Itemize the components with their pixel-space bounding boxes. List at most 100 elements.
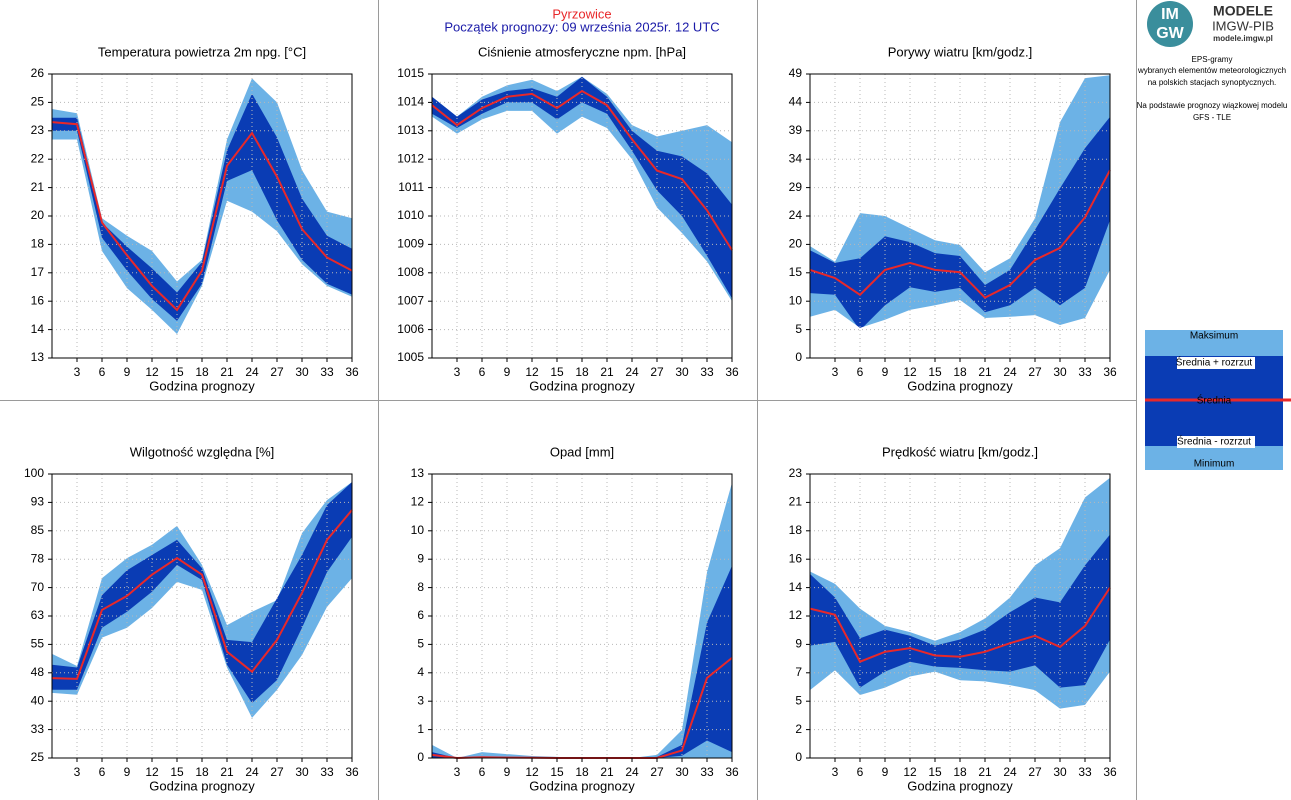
- x-tick-label: 36: [1103, 365, 1117, 379]
- y-tick-label: 20: [789, 237, 803, 251]
- y-tick-label: 13: [411, 466, 425, 480]
- y-tick-label: 18: [789, 523, 803, 537]
- y-tick-label: 9: [417, 551, 424, 565]
- mean-line: [51, 509, 353, 680]
- x-tick-label: 21: [220, 365, 234, 379]
- info-line: GFS - TLE: [1193, 113, 1231, 122]
- y-tick-label: 24: [789, 208, 803, 222]
- x-tick-label: 30: [1053, 365, 1067, 379]
- chart-panel: Temperatura powietrza 2m npg. [°C] 13 14 16…: [31, 44, 359, 393]
- y-tick-label: 5: [795, 693, 802, 707]
- mean-line: [431, 89, 733, 251]
- logo-org: IMGW-PIB: [1212, 18, 1274, 33]
- logo: IM GW MODELE IMGW-PIB modele.imgw.pl: [1147, 1, 1274, 47]
- x-tick-label: 15: [170, 765, 184, 779]
- y-tick-label: 33: [31, 722, 45, 736]
- chart-title: Opad [mm]: [550, 444, 614, 459]
- x-axis-label: Godzina prognozy: [149, 778, 255, 793]
- x-tick-label: 33: [1078, 365, 1092, 379]
- logo-mark: IM: [1161, 6, 1179, 23]
- y-tick-label: 29: [789, 180, 803, 194]
- x-tick-label: 6: [857, 365, 864, 379]
- x-tick-label: 36: [725, 365, 739, 379]
- x-tick-label: 36: [725, 765, 739, 779]
- mean-line: [809, 169, 1111, 299]
- x-tick-label: 27: [1028, 365, 1042, 379]
- y-tick-label: 6: [417, 608, 424, 622]
- x-tick-label: 27: [270, 765, 284, 779]
- x-tick-label: 9: [882, 765, 889, 779]
- x-tick-label: 9: [504, 365, 511, 379]
- y-tick-label: 13: [31, 350, 45, 364]
- x-tick-label: 21: [220, 765, 234, 779]
- y-tick-label: 0: [795, 750, 802, 764]
- y-tick-label: 49: [789, 66, 803, 80]
- x-tick-label: 9: [882, 365, 889, 379]
- y-tick-label: 12: [411, 495, 425, 509]
- x-tick-label: 18: [953, 765, 967, 779]
- x-tick-label: 33: [700, 765, 714, 779]
- y-tick-label: 0: [417, 750, 424, 764]
- x-tick-label: 3: [832, 365, 839, 379]
- x-tick-label: 24: [1003, 365, 1017, 379]
- y-tick-label: 40: [31, 693, 45, 707]
- chart-title: Ciśnienie atmosferyczne npm. [hPa]: [478, 44, 686, 59]
- y-tick-label: 1012: [397, 151, 424, 165]
- x-tick-label: 24: [245, 765, 259, 779]
- x-tick-label: 3: [454, 365, 461, 379]
- forecast-start: Początek prognozy: 09 września 2025r. 12…: [444, 19, 719, 34]
- y-tick-label: 8: [417, 580, 424, 594]
- y-tick-label: 5: [417, 637, 424, 651]
- x-tick-label: 18: [575, 765, 589, 779]
- y-tick-label: 10: [411, 523, 425, 537]
- y-tick-label: 1: [417, 722, 424, 736]
- band-area: [432, 740, 732, 758]
- x-tick-label: 24: [625, 765, 639, 779]
- station-name: Pyrzowice: [552, 6, 611, 21]
- x-tick-label: 30: [1053, 765, 1067, 779]
- x-tick-label: 9: [124, 365, 131, 379]
- legend-label: Średnia: [1197, 394, 1232, 407]
- chart-panel: Porywy wiatru [km/godz.]0510152024293439…: [789, 44, 1117, 393]
- x-tick-label: 6: [479, 765, 486, 779]
- x-tick-label: 36: [1103, 765, 1117, 779]
- y-tick-label: 16: [31, 293, 45, 307]
- x-tick-label: 33: [320, 765, 334, 779]
- legend-label: Średnia + rozrzut: [1176, 356, 1253, 369]
- x-tick-label: 21: [978, 365, 992, 379]
- x-tick-label: 30: [295, 765, 309, 779]
- x-tick-label: 36: [345, 765, 359, 779]
- y-tick-label: 1013: [397, 123, 424, 137]
- x-tick-label: 15: [550, 365, 564, 379]
- legend-label: Maksimum: [1190, 331, 1238, 342]
- x-tick-label: 27: [650, 365, 664, 379]
- chart-panel: Ciśnienie atmosferyczne npm. [hPa] 1005 10…: [397, 44, 739, 393]
- x-tick-label: 12: [903, 765, 917, 779]
- band-area: [52, 139, 352, 358]
- y-tick-label: 21: [31, 180, 45, 194]
- logo-url: modele.imgw.pl: [1213, 34, 1273, 43]
- y-tick-label: 14: [789, 580, 803, 594]
- band-area: [432, 565, 732, 758]
- x-tick-label: 15: [928, 765, 942, 779]
- x-tick-label: 21: [600, 765, 614, 779]
- y-tick-label: 15: [789, 265, 803, 279]
- y-tick-label: 20: [31, 208, 45, 222]
- x-tick-label: 6: [857, 765, 864, 779]
- y-tick-label: 1015: [397, 66, 424, 80]
- x-tick-label: 33: [1078, 765, 1092, 779]
- x-axis-label: Godzina prognozy: [529, 778, 635, 793]
- x-tick-label: 21: [978, 765, 992, 779]
- legend-label-bg: [1177, 357, 1255, 369]
- x-tick-label: 18: [575, 365, 589, 379]
- y-tick-label: 5: [795, 322, 802, 336]
- logo-mark: GW: [1156, 25, 1184, 42]
- y-tick-label: 100: [24, 466, 44, 480]
- y-tick-label: 1008: [397, 265, 424, 279]
- y-tick-label: 70: [31, 580, 45, 594]
- x-tick-label: 9: [504, 765, 511, 779]
- chart-panel: Prędkość wiatru [km/godz.] 0 2 5 7 9 12 14 16 18 2…: [789, 444, 1117, 793]
- y-tick-label: 0: [795, 350, 802, 364]
- y-tick-label: 93: [31, 495, 45, 509]
- mean-line: [51, 121, 353, 312]
